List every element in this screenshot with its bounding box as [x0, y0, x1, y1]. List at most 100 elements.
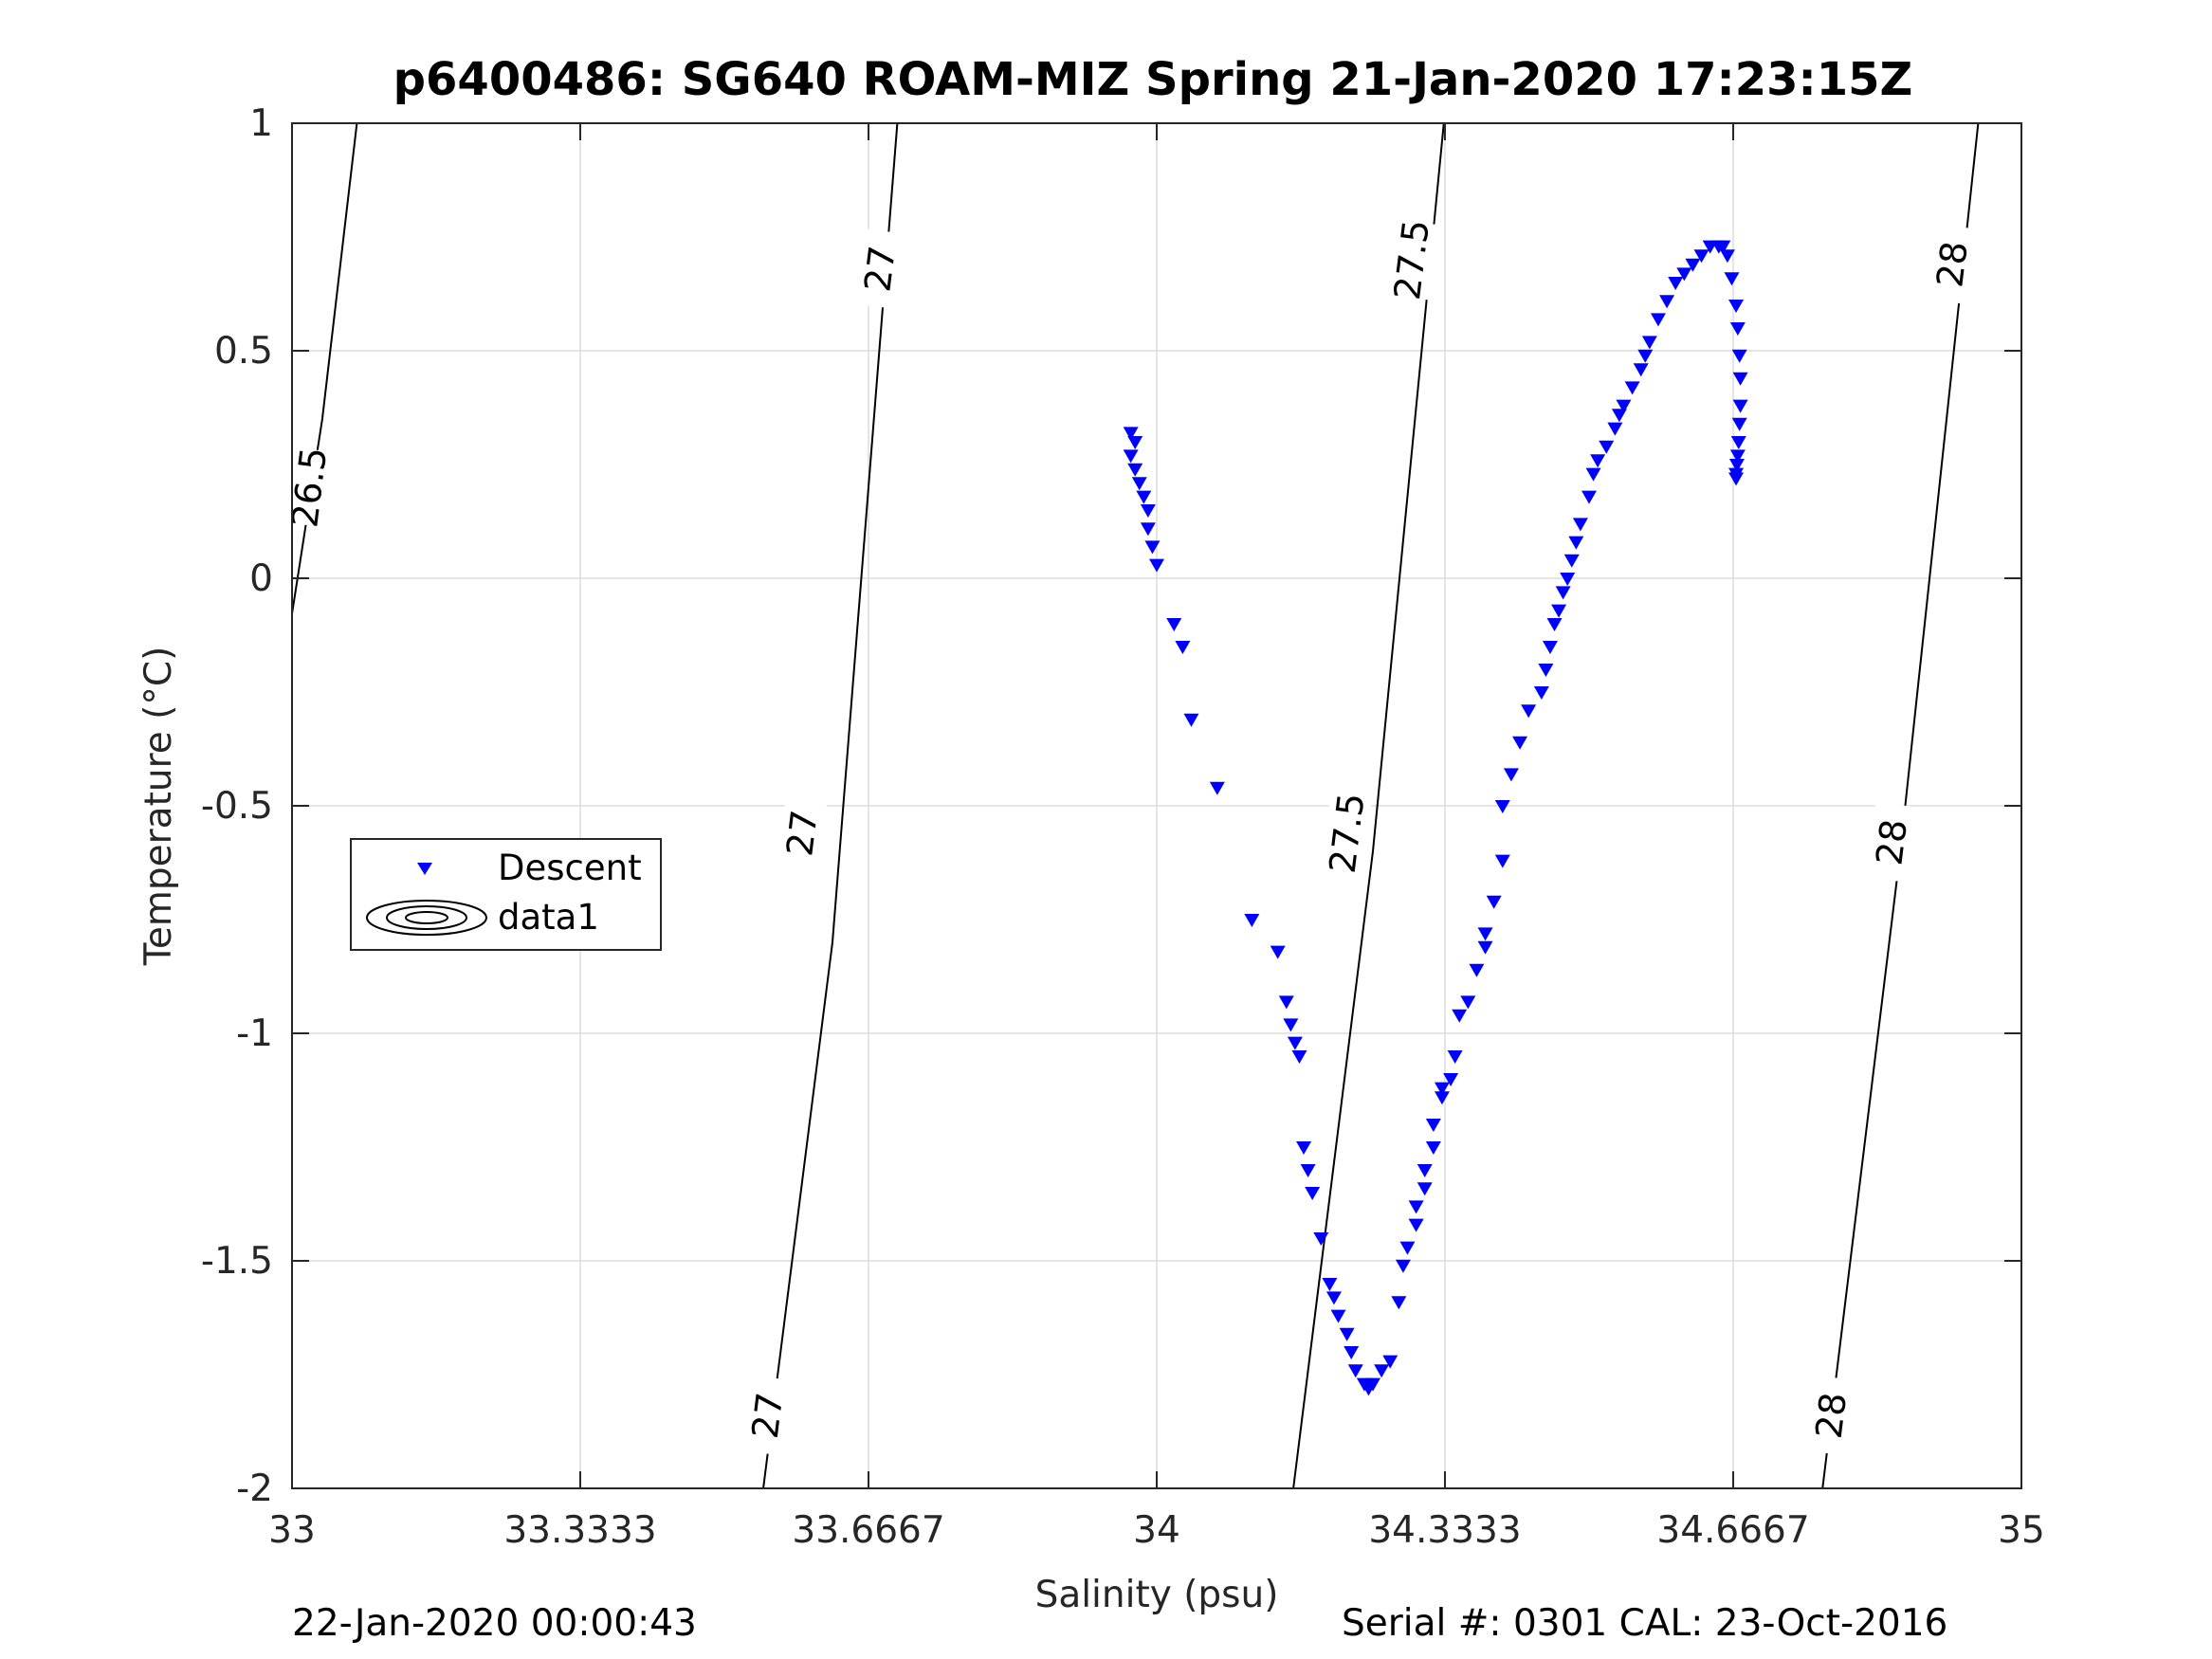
descent-point: [1127, 436, 1143, 449]
descent-point: [1417, 1164, 1433, 1177]
descent-point: [1391, 1296, 1407, 1310]
descent-point: [1434, 1082, 1450, 1096]
descent-point: [1447, 1050, 1463, 1064]
contour-label: 27.5: [1322, 791, 1373, 875]
descent-point: [1417, 1182, 1433, 1196]
x-tick-label: 33.6667: [792, 1509, 944, 1552]
descent-point: [1395, 1259, 1411, 1273]
x-tick-label: 33: [268, 1509, 316, 1552]
descent-point: [1296, 1141, 1312, 1155]
contour-label-bg: [1321, 793, 1373, 874]
y-tick-label: 1: [249, 102, 273, 145]
descent-point: [1434, 1091, 1450, 1105]
descent-point: [1607, 422, 1623, 436]
descent-point: [1599, 440, 1615, 454]
x-axis-label: Salinity (psu): [1035, 1574, 1279, 1616]
descent-point: [1486, 895, 1502, 909]
descent-point: [1563, 554, 1580, 568]
descent-point: [1551, 604, 1567, 618]
descent-point: [1365, 1377, 1380, 1392]
descent-point: [1270, 945, 1286, 959]
legend-label-data1: data1: [498, 897, 599, 938]
axis-ticks: 33 33.3333 33.6667 34 34.3333 34.6667 35 -2 -1.5…: [201, 102, 2045, 1552]
y-axis-label: Temperature (°C): [137, 647, 180, 967]
descent-point: [1244, 914, 1260, 927]
contour-label-bg: [1386, 219, 1437, 301]
contour-label-text: 27: [778, 808, 826, 858]
descent-point: [1728, 472, 1745, 486]
contour-label: 27: [741, 1375, 794, 1456]
descent-point: [1175, 641, 1191, 654]
descent-point: [1560, 573, 1576, 586]
x-tick-label: 34.3333: [1368, 1509, 1521, 1552]
descent-point: [1611, 409, 1627, 423]
descent-point: [1728, 300, 1745, 313]
y-tick-label: -0.5: [201, 785, 273, 828]
descent-point: [1399, 1241, 1416, 1255]
contour-label-text: 28: [1929, 239, 1976, 289]
descent-point: [1494, 854, 1510, 868]
descent-point: [1344, 1346, 1360, 1359]
descent-point: [1724, 272, 1740, 286]
descent-point: [1624, 381, 1640, 395]
descent-point: [1676, 267, 1692, 282]
contour-label-bg: [283, 447, 335, 528]
x-tick-label: 35: [1998, 1509, 2045, 1552]
legend-descent-marker: [417, 863, 432, 875]
descent-point: [1460, 995, 1476, 1010]
descent-point: [1512, 736, 1528, 750]
descent-point: [1149, 558, 1164, 573]
contour-label-bg: [1805, 1375, 1857, 1456]
legend-label-descent: Descent: [498, 848, 642, 888]
descent-point: [1131, 477, 1147, 491]
descent-point: [1144, 540, 1161, 555]
contour-label: 28: [1805, 1375, 1857, 1456]
descent-point: [1140, 522, 1156, 537]
descent-point: [1477, 927, 1493, 941]
descent-point: [1503, 768, 1519, 782]
descent-point: [1494, 800, 1510, 813]
descent-point: [1325, 1291, 1342, 1305]
descent-point: [1339, 1327, 1355, 1341]
descent-point: [1452, 1009, 1468, 1023]
descent-point: [1732, 372, 1748, 386]
descent-point: [1546, 618, 1563, 631]
contour-label: 28: [1866, 802, 1917, 883]
descent-point: [1585, 467, 1601, 482]
descent-series: [1123, 240, 1748, 1396]
descent-point: [1637, 349, 1654, 363]
contour-label: 28: [1927, 224, 1978, 305]
descent-point: [1572, 518, 1588, 532]
descent-point: [1477, 940, 1493, 955]
descent-point: [1685, 258, 1701, 272]
descent-point: [1330, 1309, 1346, 1323]
descent-point: [1300, 1164, 1316, 1177]
descent-point: [1425, 1119, 1441, 1132]
descent-point: [1616, 399, 1632, 413]
contour-label-text: 27.5: [1322, 791, 1373, 875]
descent-point: [1538, 664, 1554, 677]
y-tick-label: -2: [236, 1468, 273, 1510]
footer-serial-calibration: Serial #: 0301 CAL: 23-Oct-2016: [1342, 1602, 1948, 1645]
legend-data1-contour-icon: [366, 900, 487, 936]
descent-point: [1732, 399, 1748, 413]
descent-point: [1209, 781, 1225, 795]
descent-point: [1715, 240, 1731, 254]
contour-label-bg: [1927, 224, 1978, 305]
x-tick-label: 34.6667: [1656, 1509, 1809, 1552]
descent-point: [1581, 490, 1597, 504]
descent-point: [1140, 504, 1156, 518]
descent-point: [1555, 586, 1571, 600]
contour-label-bg: [1866, 802, 1917, 883]
footer-timestamp: 22-Jan-2020 00:00:43: [292, 1602, 697, 1645]
descent-point: [1374, 1364, 1390, 1378]
descent-point: [1322, 1278, 1338, 1291]
descent-point: [1659, 295, 1675, 309]
descent-point: [1641, 336, 1657, 350]
descent-point: [1521, 704, 1537, 719]
legend-box: [350, 838, 662, 951]
contour-label-text: 28: [1808, 1391, 1856, 1441]
descent-point: [1542, 641, 1558, 654]
descent-point: [1347, 1364, 1363, 1378]
